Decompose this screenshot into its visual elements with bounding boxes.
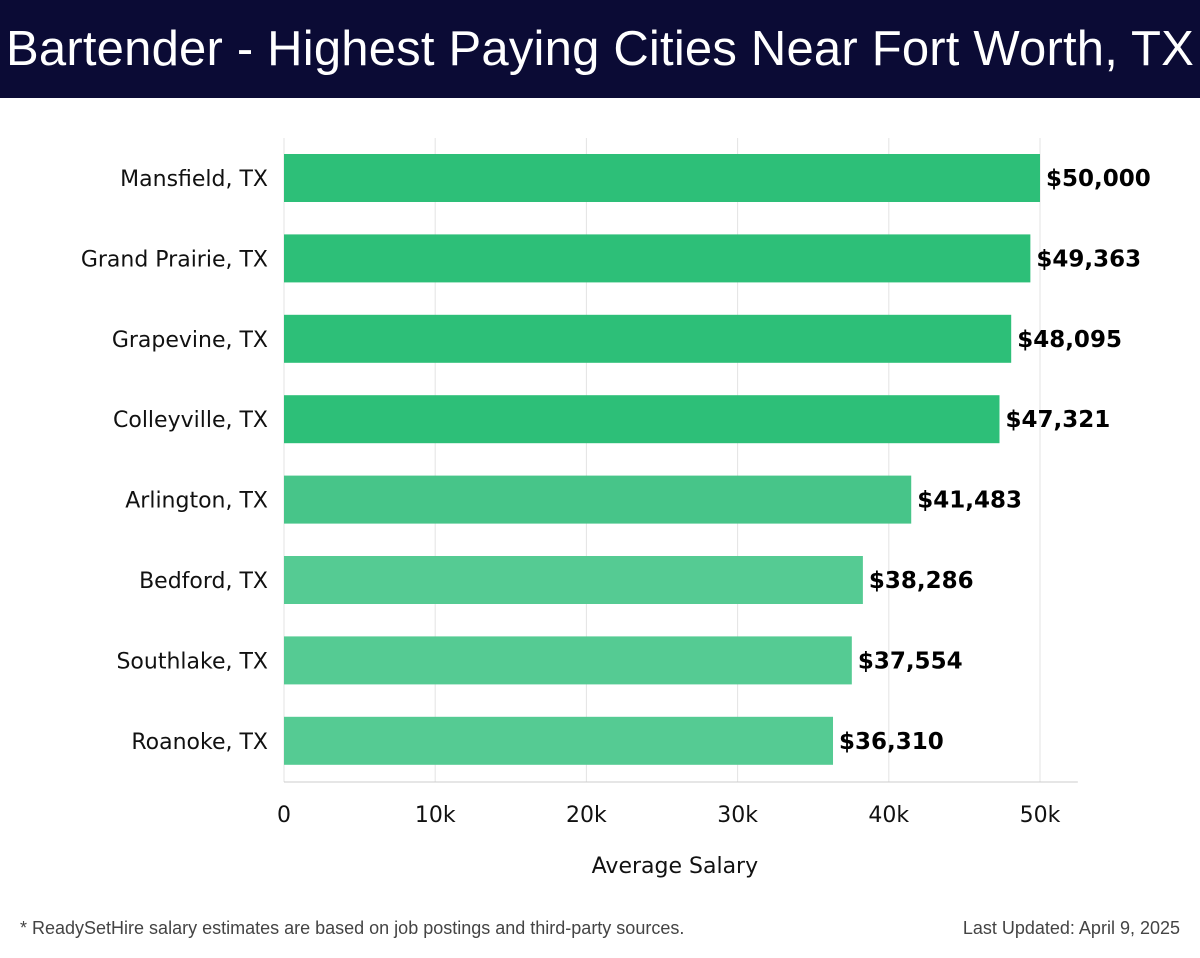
category-label: Grand Prairie, TX: [81, 247, 268, 272]
category-label: Southlake, TX: [116, 649, 268, 674]
category-label: Arlington, TX: [125, 489, 268, 514]
bars: [284, 154, 1040, 765]
bar: [284, 234, 1031, 283]
x-tick-label: 40k: [868, 803, 909, 828]
category-label: Colleyville, TX: [113, 408, 268, 433]
bar: [284, 154, 1040, 202]
value-label: $41,483: [917, 488, 1022, 514]
category-label: Roanoke, TX: [131, 730, 268, 755]
category-label: Grapevine, TX: [112, 328, 268, 353]
value-label: $38,286: [869, 568, 974, 594]
value-label: $36,310: [839, 729, 944, 755]
chart-header: Bartender - Highest Paying Cities Near F…: [0, 0, 1200, 98]
value-label: $47,321: [1005, 407, 1110, 433]
value-label: $48,095: [1017, 327, 1122, 353]
labels: 0 10k 20k 30k 40k 50k Mansfield, TX $50,000 Gran…: [81, 166, 1151, 828]
x-tick-label: 20k: [566, 803, 607, 828]
bar: [284, 395, 1000, 444]
bar: [284, 716, 834, 765]
salary-bar-chart: 0 10k 20k 30k 40k 50k Mansfield, TX $50,000 Gran…: [81, 138, 1151, 879]
x-tick-label: 50k: [1020, 803, 1061, 828]
x-tick-label: 0: [277, 803, 291, 828]
x-axis-title: Average Salary: [592, 854, 758, 879]
bar: [284, 636, 852, 685]
category-label: Mansfield, TX: [120, 167, 268, 192]
x-tick-label: 30k: [717, 803, 758, 828]
category-label: Bedford, TX: [139, 569, 268, 594]
value-label: $37,554: [858, 648, 963, 674]
value-label: $50,000: [1046, 166, 1151, 192]
last-updated: Last Updated: April 9, 2025: [962, 918, 1180, 938]
footnote: * ReadySetHire salary estimates are base…: [20, 918, 685, 938]
bar: [284, 556, 863, 604]
x-tick-label: 10k: [415, 803, 456, 828]
bar: [284, 475, 912, 524]
value-label: $49,363: [1036, 246, 1141, 272]
chart-title: Bartender - Highest Paying Cities Near F…: [6, 22, 1194, 76]
bar: [284, 314, 1012, 363]
